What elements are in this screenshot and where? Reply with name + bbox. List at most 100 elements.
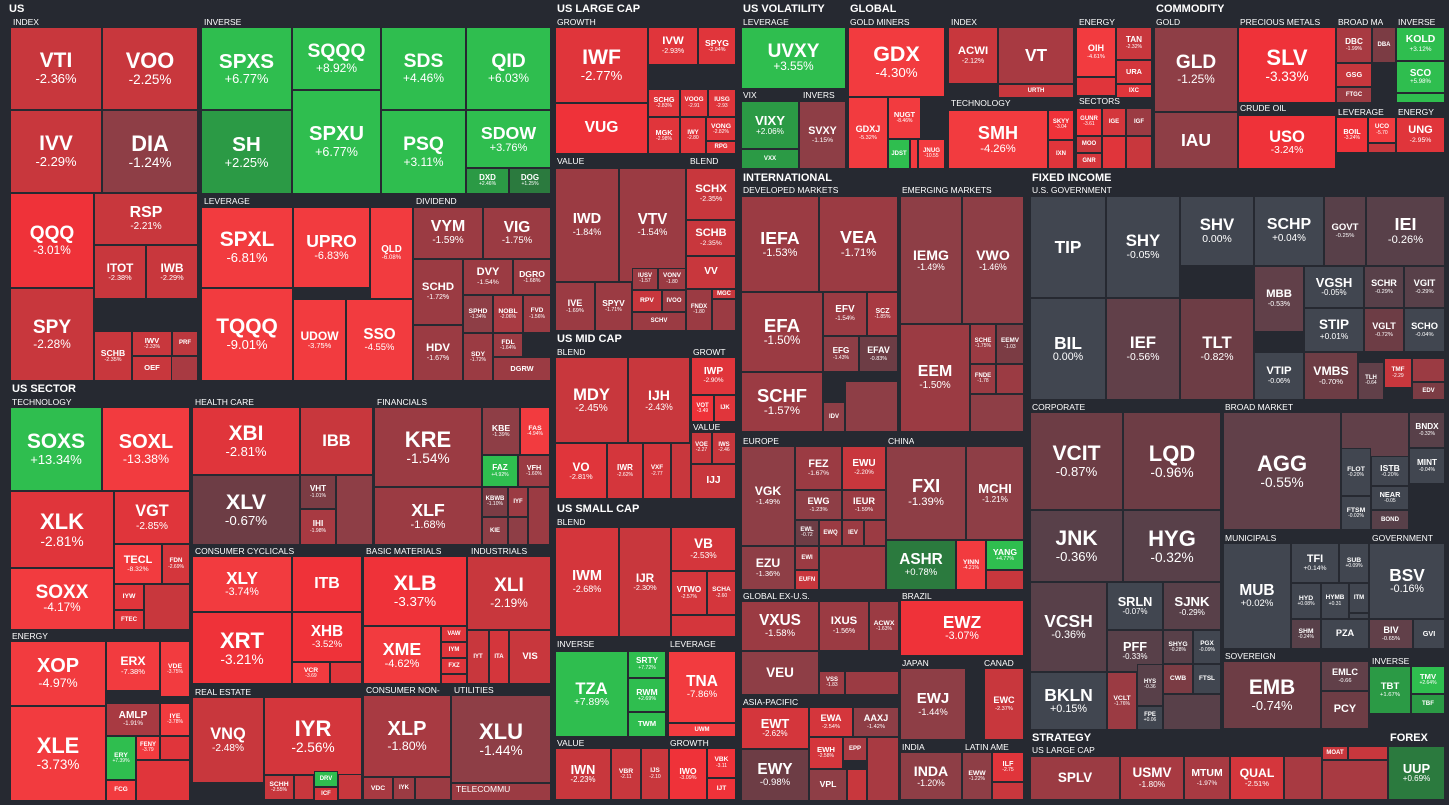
ticker-tile-uso[interactable]: USO -3.24% bbox=[1238, 115, 1336, 169]
ticker-tile-vgsh[interactable]: VGSH -0.05% bbox=[1304, 266, 1364, 308]
ticker-tile-vfh[interactable]: VFH -1.60% bbox=[518, 455, 550, 487]
ticker-tile-mub[interactable]: MUB +0.02% bbox=[1223, 543, 1291, 649]
ticker-tile-cwb[interactable]: CWB bbox=[1163, 664, 1193, 694]
ticker-tile-vig[interactable]: VIG -1.75% bbox=[483, 207, 551, 259]
ticker-tile-spxs[interactable]: SPXS +6.77% bbox=[201, 27, 292, 110]
ticker-tile-sqqq[interactable]: SQQQ +8.92% bbox=[292, 27, 381, 90]
ticker-tile-vot[interactable]: VOT -3.49 bbox=[691, 395, 714, 422]
ticker-tile-dgro[interactable]: DGRO -1.68% bbox=[513, 259, 551, 295]
ticker-tile-xrt[interactable]: XRT -3.21% bbox=[192, 612, 292, 684]
ticker-tile-tqqq[interactable]: TQQQ -9.01% bbox=[201, 288, 293, 381]
ticker-tile-ige[interactable]: IGE bbox=[1102, 108, 1126, 136]
ticker-tile-vbk[interactable]: VBK -3.11 bbox=[707, 748, 736, 778]
ticker-tile-kbe[interactable]: KBE -1.39% bbox=[482, 407, 520, 455]
ticker-tile-soxs[interactable]: SOXS +13.34% bbox=[10, 407, 102, 491]
ticker-tile-uup[interactable]: UUP +0.69% bbox=[1388, 746, 1445, 800]
ticker-tile-schr[interactable]: SCHR -0.29% bbox=[1364, 266, 1404, 308]
ticker-tile-amlp[interactable]: AMLP -1.91% bbox=[106, 703, 160, 736]
ticker-tile-ijh[interactable]: IJH -2.43% bbox=[628, 357, 690, 443]
ticker-tile-xme[interactable]: XME -4.62% bbox=[363, 626, 441, 684]
ticker-tile-pgx[interactable]: PGX -0.09% bbox=[1193, 630, 1221, 664]
ticker-tile-acwx[interactable]: ACWX -1.63% bbox=[869, 601, 899, 651]
ticker-tile-gsg[interactable]: GSG bbox=[1336, 63, 1372, 87]
ticker-tile-istb[interactable]: ISTB -0.20% bbox=[1371, 456, 1409, 486]
ticker-tile-iusg[interactable]: IUSG -2.93 bbox=[708, 89, 736, 117]
ticker-tile-iwp[interactable]: IWP -2.90% bbox=[691, 357, 736, 395]
ticker-tile-ftsm[interactable]: FTSM -0.02% bbox=[1341, 496, 1371, 530]
ticker-tile-fdl[interactable]: FDL -1.64% bbox=[493, 333, 523, 357]
ticker-tile-tlh[interactable]: TLH -0.64 bbox=[1358, 362, 1384, 400]
ticker-tile-sjnk[interactable]: SJNK -0.29% bbox=[1163, 582, 1221, 630]
ticker-tile-ewq[interactable]: EWQ bbox=[819, 520, 842, 546]
ticker-tile-uco[interactable]: UCO -5.70 bbox=[1368, 117, 1396, 143]
ticker-tile-bond[interactable]: BOND bbox=[1371, 510, 1409, 530]
ticker-tile-itm[interactable]: ITM bbox=[1349, 583, 1369, 613]
ticker-tile-fpe[interactable]: FPE +0.06 bbox=[1137, 706, 1163, 730]
small-ticker-cluster[interactable] bbox=[1126, 136, 1152, 169]
ticker-tile-bil[interactable]: BIL 0.00% bbox=[1030, 298, 1106, 400]
ticker-tile-tfi[interactable]: TFI +0.14% bbox=[1291, 543, 1339, 583]
ticker-tile-gld[interactable]: GLD -1.25% bbox=[1154, 27, 1238, 112]
ticker-tile-iyt[interactable]: IYT bbox=[467, 630, 489, 684]
ticker-tile-vixy[interactable]: VIXY +2.06% bbox=[741, 101, 799, 149]
small-ticker-cluster[interactable] bbox=[910, 139, 918, 169]
ticker-tile-dbc[interactable]: DBC -1.99% bbox=[1336, 27, 1372, 63]
ticker-tile-boil[interactable]: BOIL -3.24% bbox=[1336, 117, 1368, 153]
ticker-tile-spxl[interactable]: SPXL -6.81% bbox=[201, 207, 293, 288]
ticker-tile-dgrw[interactable]: DGRW bbox=[493, 357, 551, 381]
ticker-tile-vxx[interactable]: VXX bbox=[741, 149, 799, 169]
ticker-tile-xly[interactable]: XLY -3.74% bbox=[192, 556, 292, 612]
ticker-tile-jnk[interactable]: JNK -0.36% bbox=[1030, 510, 1123, 582]
ticker-tile-dog[interactable]: DOG +1.25% bbox=[509, 168, 551, 194]
ticker-tile-scho[interactable]: SCHO -0.04% bbox=[1404, 308, 1445, 352]
small-ticker-cluster[interactable] bbox=[864, 520, 886, 546]
ticker-tile-iwr[interactable]: IWR -2.62% bbox=[607, 443, 643, 499]
small-ticker-cluster[interactable] bbox=[336, 475, 373, 545]
ticker-tile-mgk[interactable]: MGK -2.98% bbox=[648, 117, 680, 154]
ticker-tile-gnr[interactable]: GNR bbox=[1076, 153, 1102, 169]
ticker-tile-voe[interactable]: VOE -2.27 bbox=[691, 432, 712, 464]
ticker-tile-ewz[interactable]: EWZ -3.07% bbox=[900, 600, 1024, 656]
ticker-tile-oef[interactable]: OEF bbox=[132, 356, 172, 381]
ticker-tile-itot[interactable]: ITOT -2.38% bbox=[94, 245, 146, 299]
ticker-tile-tecl[interactable]: TECL -8.32% bbox=[114, 544, 162, 584]
ticker-tile-svxy[interactable]: SVXY -1.15% bbox=[799, 101, 846, 169]
ticker-tile-ivoo[interactable]: IVOO bbox=[662, 290, 686, 312]
ticker-tile-schx[interactable]: SCHX -2.35% bbox=[686, 168, 736, 220]
ticker-tile-vonv[interactable]: VONV -1.80 bbox=[658, 268, 686, 290]
ticker-tile-tip[interactable]: TIP bbox=[1030, 196, 1106, 298]
ticker-tile-ura[interactable]: URA bbox=[1116, 60, 1152, 84]
ticker-tile-shm[interactable]: SHM -0.24% bbox=[1291, 619, 1321, 649]
ticker-tile-vdc[interactable]: VDC bbox=[363, 777, 393, 800]
ticker-tile-iusv[interactable]: IUSV -1.57 bbox=[632, 268, 658, 290]
ticker-tile-vaw[interactable]: VAW bbox=[441, 626, 467, 642]
ticker-tile-mtum[interactable]: MTUM -1.97% bbox=[1184, 756, 1230, 800]
ticker-tile-schb[interactable]: SCHB -2.35% bbox=[94, 331, 132, 381]
ticker-tile-nobl[interactable]: NOBL -2.06% bbox=[493, 295, 523, 333]
ticker-tile-iev[interactable]: IEV bbox=[842, 520, 864, 546]
ticker-tile-fndx[interactable]: FNDX -1.80 bbox=[686, 289, 712, 331]
ticker-tile-hyg[interactable]: HYG -0.32% bbox=[1123, 510, 1221, 582]
small-ticker-cluster[interactable] bbox=[1284, 756, 1322, 800]
small-ticker-cluster[interactable] bbox=[441, 674, 467, 684]
ticker-tile-efg[interactable]: EFG -1.43% bbox=[823, 336, 859, 372]
ticker-tile-ibb[interactable]: IBB bbox=[300, 407, 373, 475]
ticker-tile-xle[interactable]: XLE -3.73% bbox=[10, 706, 106, 801]
ticker-tile-vt[interactable]: VT bbox=[998, 27, 1074, 84]
ticker-tile-ftec[interactable]: FTEC bbox=[114, 610, 144, 630]
ticker-tile-sso[interactable]: SSO -4.55% bbox=[346, 299, 413, 381]
ticker-tile-hymb[interactable]: HYMB +0.31 bbox=[1321, 583, 1349, 619]
ticker-tile-gdx[interactable]: GDX -4.30% bbox=[848, 27, 945, 97]
ticker-tile-sche[interactable]: SCHE -1.75% bbox=[970, 324, 996, 364]
ticker-tile-vv[interactable]: VV bbox=[686, 256, 736, 289]
ticker-tile-agg[interactable]: AGG -0.55% bbox=[1223, 412, 1341, 530]
ticker-tile-ief[interactable]: IEF -0.56% bbox=[1106, 298, 1180, 400]
ticker-tile-ixn[interactable]: IXN bbox=[1048, 140, 1074, 169]
ticker-tile-iwd[interactable]: IWD -1.84% bbox=[555, 168, 619, 282]
ticker-tile-iwy[interactable]: IWY -2.80 bbox=[680, 117, 706, 154]
ticker-tile-slv[interactable]: SLV -3.33% bbox=[1238, 27, 1336, 103]
ticker-tile-ijk[interactable]: IJK bbox=[714, 395, 736, 422]
small-ticker-cluster[interactable] bbox=[294, 775, 314, 800]
ticker-tile-sco[interactable]: SCO +5.98% bbox=[1396, 61, 1445, 93]
ticker-tile-shv[interactable]: SHV 0.00% bbox=[1180, 196, 1254, 266]
